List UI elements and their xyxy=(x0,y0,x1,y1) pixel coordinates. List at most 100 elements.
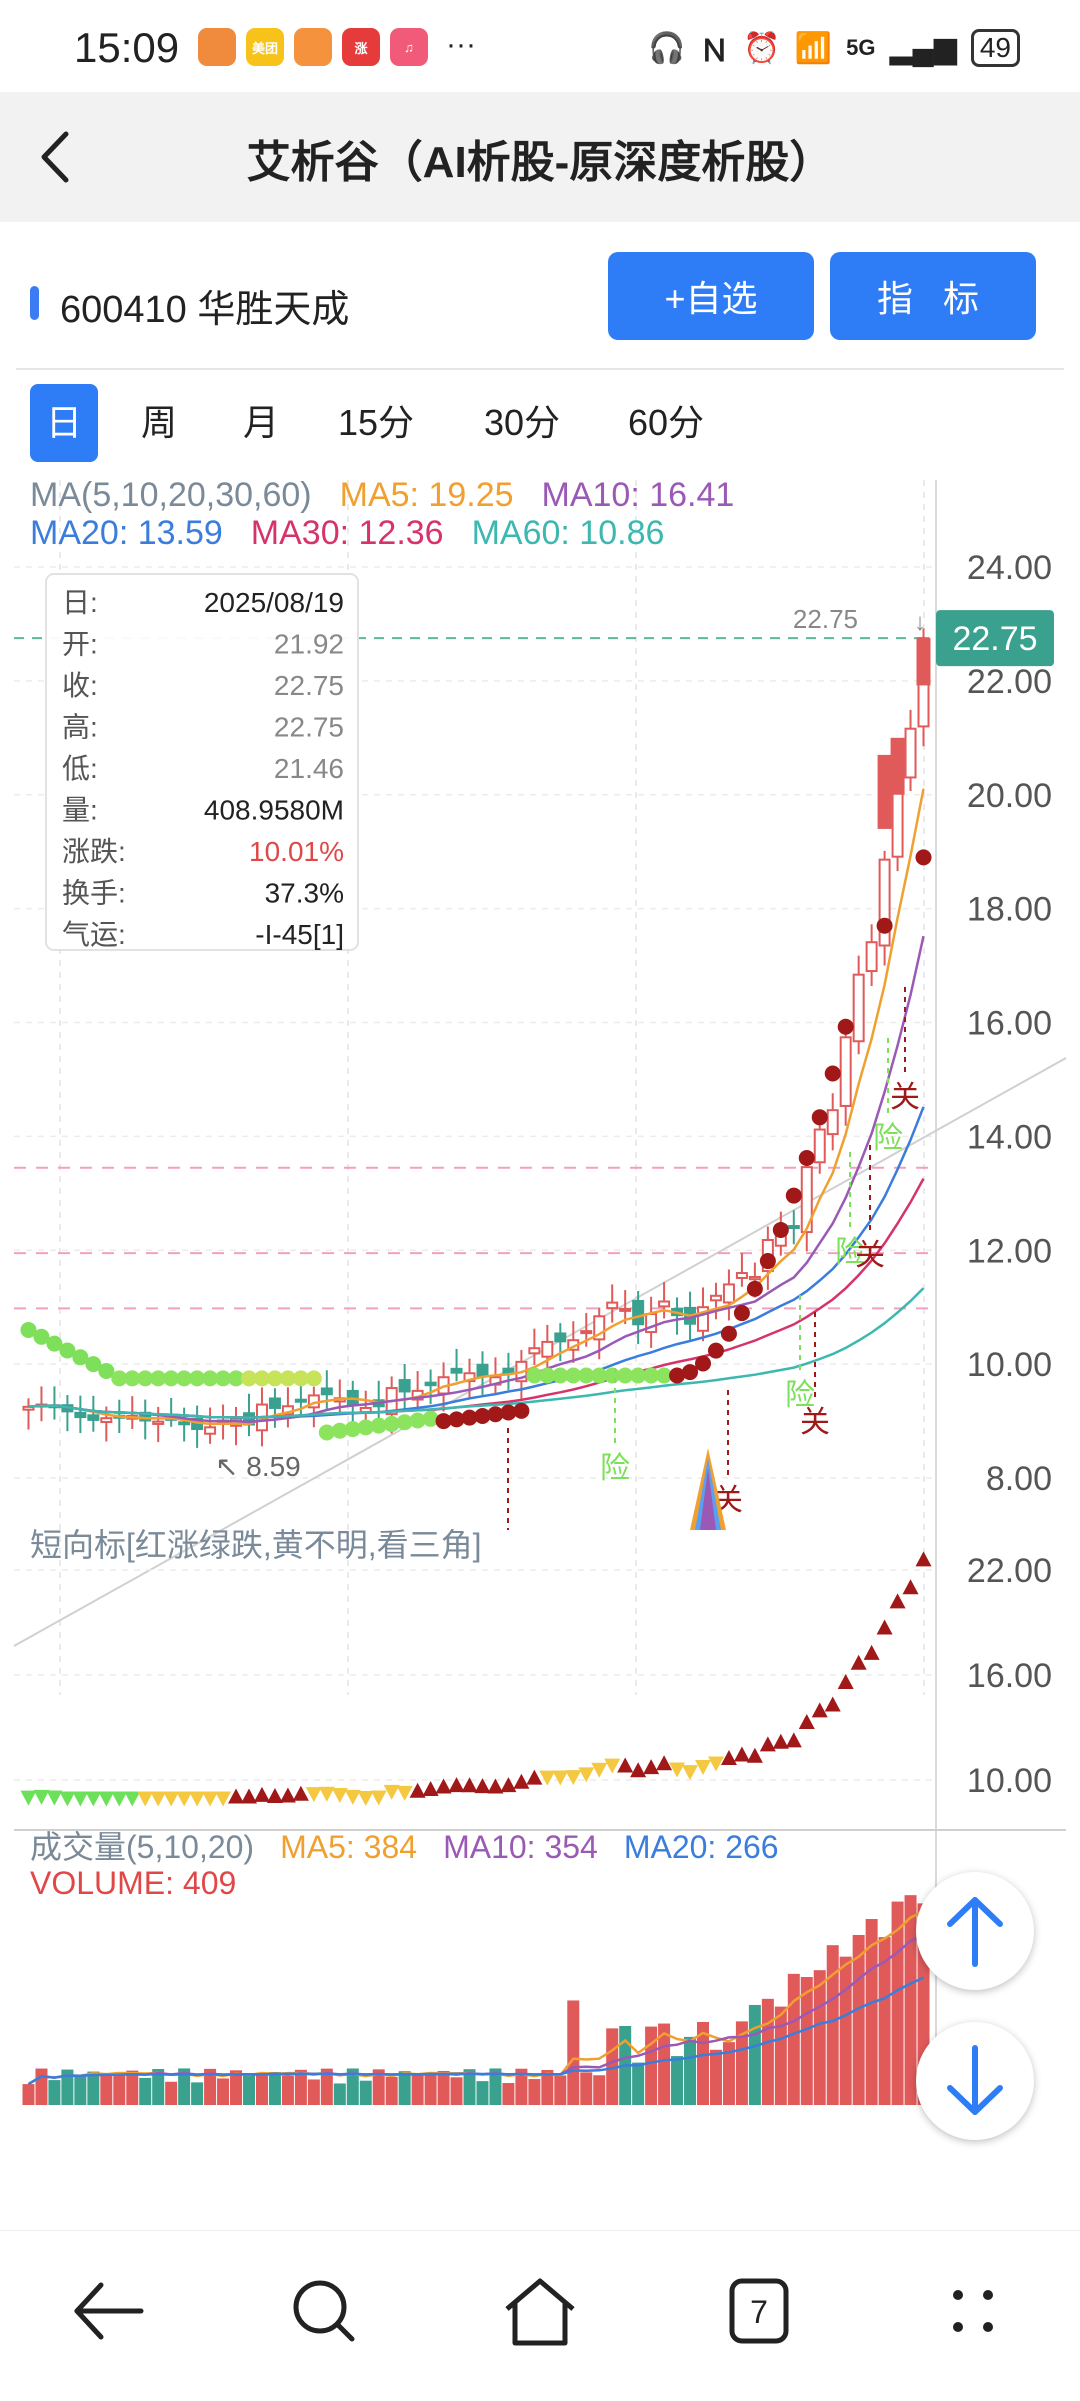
short-triangle xyxy=(241,1788,257,1804)
scroll-up-button[interactable] xyxy=(916,1872,1034,1990)
trend-dot xyxy=(513,1402,530,1419)
stock-header: 600410 华胜天成 +自选 指 标 xyxy=(0,222,1080,370)
candle-body xyxy=(22,1405,35,1411)
volume-bar xyxy=(450,2077,463,2105)
short-triangle xyxy=(707,1756,724,1772)
short-triangle xyxy=(720,1750,737,1765)
music-app-icon: ♫ xyxy=(390,28,428,66)
candle-body xyxy=(294,1398,307,1403)
nav-search-button[interactable] xyxy=(268,2261,378,2361)
signal-label: 险 xyxy=(600,1452,630,1485)
short-triangle xyxy=(409,1782,426,1798)
short-triangle xyxy=(344,1789,361,1805)
candle-body xyxy=(877,754,892,829)
tab-week[interactable]: 周 xyxy=(140,402,177,443)
short-triangle xyxy=(513,1773,530,1789)
volume-bar xyxy=(320,2068,333,2105)
nav-home-button[interactable] xyxy=(485,2261,595,2361)
tab-60min[interactable]: 60分 xyxy=(627,402,705,443)
tab-30min[interactable]: 30分 xyxy=(483,402,561,443)
last-price-label: 22.75 xyxy=(952,620,1037,658)
volume-bar xyxy=(437,2070,450,2105)
candle-body xyxy=(424,1381,437,1387)
back-button[interactable] xyxy=(30,122,90,192)
trend-dot xyxy=(59,1342,76,1359)
nav-menu-button[interactable] xyxy=(918,2261,1028,2361)
trend-dot xyxy=(487,1406,504,1423)
candle-body xyxy=(632,1299,645,1326)
info-value: 22.75 xyxy=(274,712,344,743)
add-watchlist-button[interactable]: +自选 xyxy=(608,252,814,340)
short-triangle xyxy=(785,1732,802,1748)
trend-dot xyxy=(370,1417,387,1434)
volume-bar xyxy=(761,1998,774,2105)
volume-bar xyxy=(22,2084,35,2105)
volume-bar xyxy=(294,2069,307,2105)
trend-dot xyxy=(228,1370,245,1387)
volume-bar xyxy=(528,2079,541,2105)
wifi-icon: 📶 xyxy=(794,31,833,65)
volume-bar xyxy=(411,2073,424,2105)
page-title: 艾析谷（AI析股-原深度析股） xyxy=(246,138,834,187)
trend-dot xyxy=(474,1407,491,1424)
info-key: 日: xyxy=(62,587,98,618)
volume-bar xyxy=(658,2023,671,2105)
trend-dot xyxy=(578,1367,595,1384)
volume-bar xyxy=(787,1973,800,2105)
candle-body xyxy=(619,1307,632,1312)
info-value: -I-45[1] xyxy=(255,919,344,950)
info-value: 21.92 xyxy=(274,629,344,660)
scroll-down-button[interactable] xyxy=(916,2022,1034,2140)
nav-back-button[interactable] xyxy=(55,2261,165,2361)
ma60-line xyxy=(28,1287,925,1420)
candle-body xyxy=(580,1330,593,1335)
short-triangle xyxy=(915,1551,932,1567)
signal-triangle xyxy=(700,1468,716,1530)
nav-tabs-button[interactable]: 7 xyxy=(702,2261,812,2361)
tab-day[interactable]: 日 xyxy=(30,384,98,462)
short-triangle xyxy=(176,1791,193,1807)
candle-body xyxy=(74,1411,87,1419)
trend-dot xyxy=(811,1109,828,1126)
volume-bar xyxy=(217,2078,230,2105)
volume-bar xyxy=(333,2083,346,2105)
volume-bar xyxy=(178,2068,191,2105)
candle-body xyxy=(748,1276,761,1281)
tab-15min[interactable]: 15分 xyxy=(337,402,415,443)
stock-chart[interactable]: MA(5,10,20,30,60) MA5: 19.25 MA10: 16.41MA… xyxy=(0,470,1080,2120)
short-triangle xyxy=(759,1736,776,1752)
ma-legend-item: MA20: 13.59 xyxy=(30,514,223,552)
short-panel-title: 短向标[红涨绿跌,黄不明,看三角] xyxy=(30,1527,482,1563)
trend-dot xyxy=(305,1370,322,1387)
info-value: 2025/08/19 xyxy=(204,587,344,618)
indicator-button[interactable]: 指 标 xyxy=(830,252,1036,340)
short-triangle xyxy=(59,1791,76,1807)
volume-bar xyxy=(139,2077,152,2105)
trend-dot xyxy=(448,1411,465,1428)
volume-bar xyxy=(489,2068,502,2105)
trend-dot xyxy=(33,1328,50,1345)
signal-label: 险 xyxy=(835,1236,865,1269)
volume-bar xyxy=(268,2071,281,2105)
volume-bar xyxy=(722,2042,735,2105)
trend-dot xyxy=(500,1404,517,1421)
short-triangle xyxy=(215,1791,232,1807)
tab-month[interactable]: 月 xyxy=(242,402,279,443)
volume-bar xyxy=(204,2068,217,2105)
trend-dot xyxy=(733,1305,750,1322)
ma20-line xyxy=(28,1106,925,1420)
info-value: 22.75 xyxy=(274,670,344,701)
trend-dot xyxy=(526,1367,543,1384)
trend-dot xyxy=(461,1409,478,1426)
short-triangle xyxy=(461,1777,478,1793)
info-key: 收: xyxy=(62,670,98,701)
short-triangle xyxy=(422,1780,439,1796)
trend-dot xyxy=(85,1356,102,1373)
short-triangle xyxy=(228,1788,245,1804)
candle-body xyxy=(839,1036,852,1107)
status-time: 15:09 xyxy=(74,24,180,71)
trend-dot xyxy=(215,1370,232,1387)
trend-dot xyxy=(279,1370,296,1387)
ma-legend-item: MA60: 10.86 xyxy=(472,514,665,552)
